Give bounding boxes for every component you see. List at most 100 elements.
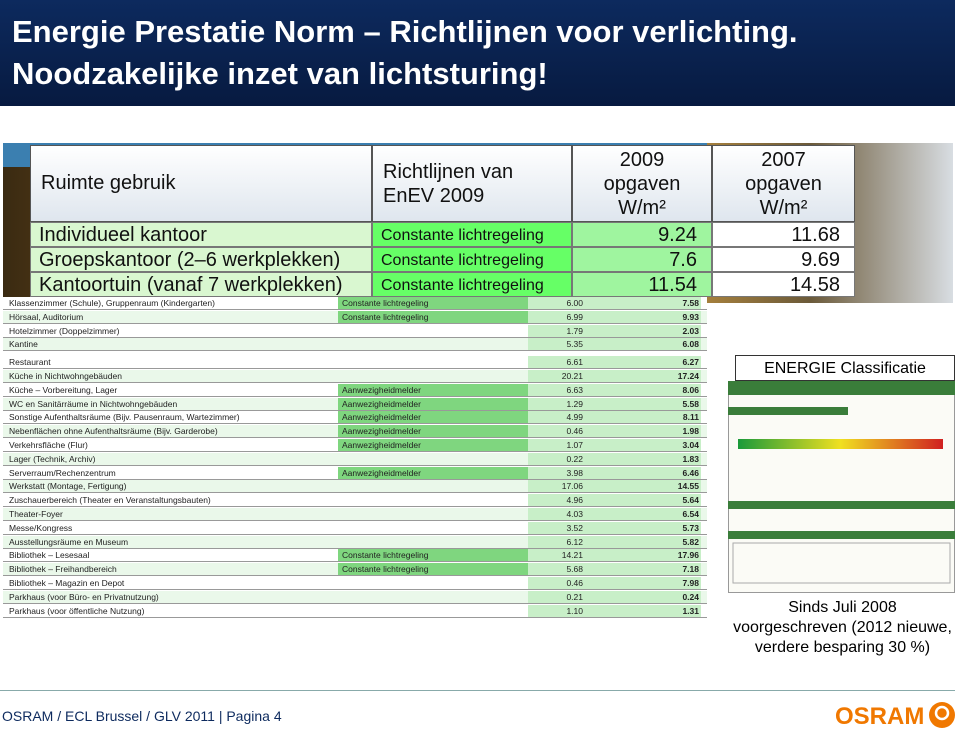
value-2009-cell: 4.99	[528, 411, 583, 424]
table-row: Parkhaus (voor öffentliche Nutzung) 1.10 1…	[3, 604, 707, 618]
value-2007-cell: 8.11	[583, 411, 701, 424]
control-cell: Constante lichtregeling	[338, 549, 532, 562]
control-cell	[338, 325, 532, 337]
value-2007-cell: 6.46	[583, 466, 701, 479]
table-row: Bibliothek – Lesesaal Constante lichtrege…	[3, 549, 707, 563]
value-2009-cell: 6.99	[528, 310, 583, 323]
header-line: Richtlijnen van	[383, 160, 514, 183]
room-cell: Küche – Vorbereitung, Lager	[9, 384, 118, 395]
control-cell: Constante lichtregeling	[372, 247, 572, 272]
table-row: Parkhaus (voor Büro- en Privatnutzung) 0.…	[3, 590, 707, 604]
control-cell: Aanwezigheidmelder	[338, 425, 532, 438]
room-cell: Kantine	[9, 339, 38, 350]
certificate-bar	[728, 501, 955, 509]
table-row: Bibliothek – Freihandbereich Constante li…	[3, 563, 707, 577]
control-cell: Aanwezigheidmelder	[338, 439, 532, 451]
room-cell: Hotelzimmer (Doppelzimmer)	[9, 325, 120, 336]
value-2009-cell: 5.68	[528, 563, 583, 576]
value-2007-cell: 1.98	[583, 425, 701, 438]
value-2007-cell: 8.06	[583, 383, 701, 396]
control-cell	[338, 577, 532, 589]
value-2009-cell: 1.79	[528, 324, 583, 337]
table-row: Sonstige Aufenthaltsräume (Bijv. Pausenr…	[3, 411, 707, 425]
room-cell: Parkhaus (voor Büro- en Privatnutzung)	[9, 591, 159, 602]
control-cell	[338, 522, 532, 534]
value-2009-cell: 0.22	[528, 452, 583, 465]
room-cell: Individueel kantoor	[30, 222, 372, 247]
value-2007-cell: 17.96	[583, 549, 701, 562]
value-2007-cell: 14.55	[583, 480, 701, 493]
title: Noodzakelijke inzet van lichtsturing!	[12, 56, 548, 91]
control-cell: Constante lichtregeling	[372, 272, 572, 297]
room-cell: WC en Sanitärräume in Nichtwohngebäuden	[9, 398, 178, 409]
value-2009-cell: 4.96	[528, 494, 583, 507]
energy-scale	[738, 439, 943, 449]
value-2009-cell: 20.21	[528, 370, 583, 382]
table-row: Theater-Foyer 4.03 6.54	[3, 508, 707, 521]
control-cell: Aanwezigheidmelder	[338, 383, 532, 396]
value-2007-cell: 6.27	[583, 356, 701, 369]
table-row: Hotelzimmer (Doppelzimmer) 1.79 2.03	[3, 324, 707, 338]
room-cell: Bibliothek – Freihandbereich	[9, 564, 117, 575]
value-2009-cell: 17.06	[528, 480, 583, 493]
value-2007-cell: 1.83	[583, 452, 701, 465]
room-cell: Nebenflächen ohne Aufenthaltsräume (Bijv…	[9, 426, 218, 437]
table-row: Lager (Technik, Archiv) 0.22 1.83	[3, 452, 707, 466]
value-2007-cell: 5.58	[583, 397, 701, 410]
room-cell: Messe/Kongress	[9, 522, 73, 533]
room-cell: Restaurant	[9, 357, 51, 368]
value-2007-cell: 3.04	[583, 439, 701, 451]
value-2007-cell: 5.64	[583, 494, 701, 507]
table-row: Bibliothek – Magazin en Depot 0.46 7.98	[3, 577, 707, 590]
control-cell: Constante lichtregeling	[338, 310, 532, 323]
value-2009-cell: 14.21	[528, 549, 583, 562]
table-row: Zuschauerbereich (Theater en Veranstaltu…	[3, 494, 707, 508]
v2009-cell: 7.6	[572, 247, 712, 272]
certificate-grid	[732, 542, 951, 584]
footer-rule	[0, 690, 955, 691]
room-cell: Zuschauerbereich (Theater en Veranstaltu…	[9, 495, 211, 506]
header-line: 2007	[761, 148, 806, 171]
room-cell: Verkehrsfläche (Flur)	[9, 440, 88, 450]
room-cell: Kantoortuin (vanaf 7 werkplekken)	[30, 272, 372, 297]
control-cell	[338, 356, 532, 368]
header-cell: 2009 opgaven W/m²	[572, 145, 712, 222]
side-note: Sinds Juli 2008 voorgeschreven (2012 nie…	[733, 599, 952, 656]
room-cell: Bibliothek – Magazin en Depot	[9, 578, 125, 588]
value-2009-cell: 5.35	[528, 338, 583, 351]
logo-ring	[934, 705, 950, 721]
header-cell: 2007 opgaven W/m²	[712, 145, 855, 222]
value-2007-cell: 9.93	[583, 310, 701, 323]
value-2009-cell: 1.29	[528, 397, 583, 410]
room-cell: Ausstellungsräume en Museum	[9, 536, 129, 547]
header-line: opgaven	[745, 172, 822, 195]
certificate-header	[728, 381, 955, 395]
room-cell: Küche in Nichtwohngebäuden	[9, 371, 122, 381]
value-2007-cell: 5.73	[583, 521, 701, 534]
title: Energie Prestatie Norm – Richtlijnen voo…	[12, 14, 798, 49]
control-cell	[338, 591, 532, 603]
value-2007-cell: 1.31	[583, 604, 701, 617]
room-cell: Klassenzimmer (Schule), Gruppenraum (Kin…	[9, 298, 215, 308]
value-2009-cell: 6.12	[528, 535, 583, 548]
room-cell: Groepskantoor (2–6 werkplekken)	[30, 247, 372, 272]
table-row: Werkstatt (Montage, Fertigung) 17.06 14.55	[3, 480, 707, 494]
title-bar	[0, 0, 955, 106]
room-cell: Hörsaal, Auditorium	[9, 311, 84, 322]
header-line: 2009	[619, 148, 665, 171]
value-2007-cell: 0.24	[583, 590, 701, 603]
control-cell	[338, 453, 532, 465]
v2007-cell: 11.68	[712, 222, 855, 247]
control-cell	[338, 508, 532, 520]
control-cell	[338, 370, 532, 382]
value-2009-cell: 1.07	[528, 439, 583, 451]
v2007-cell: 14.58	[712, 272, 855, 297]
table-row: Ausstellungsräume en Museum 6.12 5.82	[3, 535, 707, 549]
table-row: Hörsaal, Auditorium Constante lichtregeli…	[3, 310, 707, 324]
header-line: W/m²	[759, 196, 808, 219]
value-2007-cell: 7.18	[583, 563, 701, 576]
header-line: W/m²	[618, 196, 666, 219]
value-2007-cell: 7.98	[583, 577, 701, 589]
value-2007-cell: 6.54	[583, 508, 701, 520]
